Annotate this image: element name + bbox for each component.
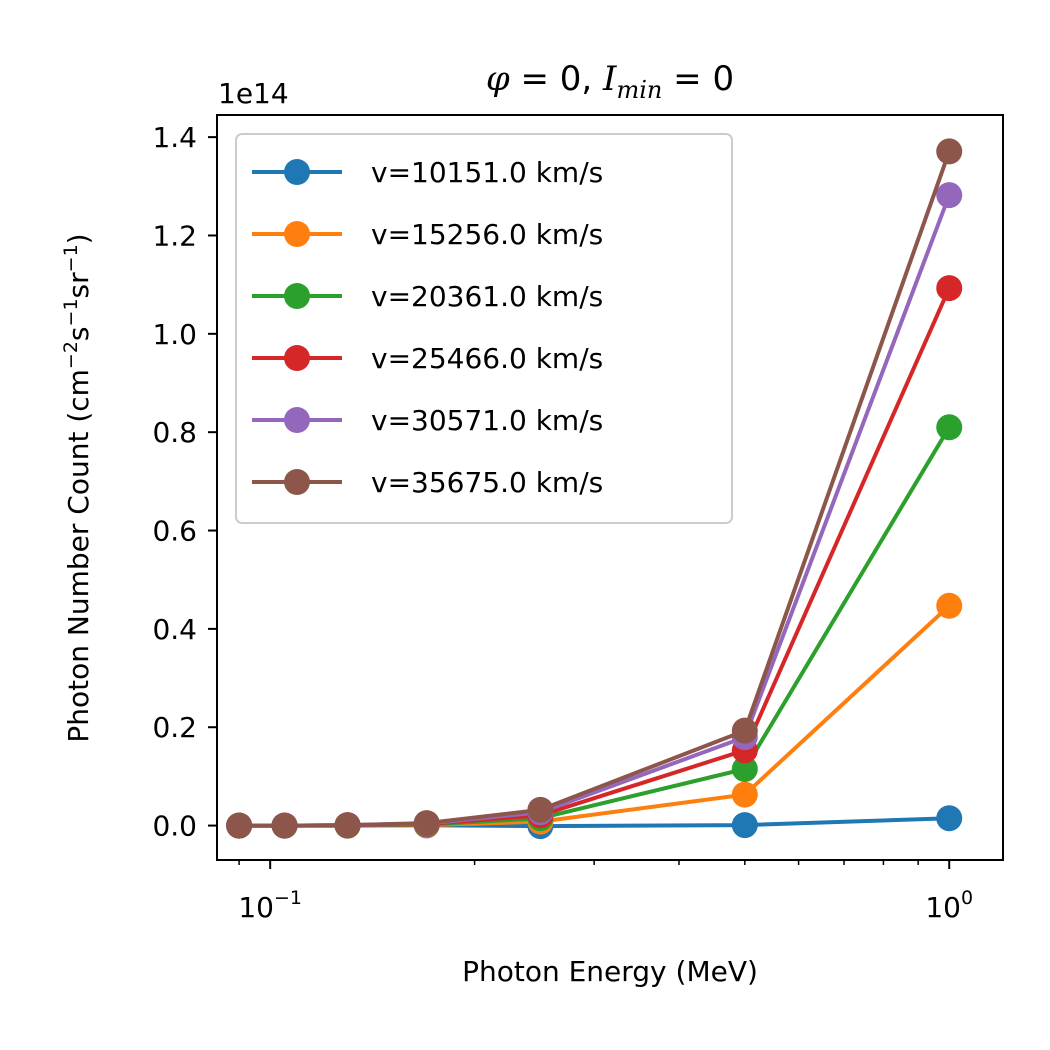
data-point [731,756,758,783]
legend-marker [284,469,310,495]
y-axis-label: Photon Number Count (cm−2s−1sr−1) [60,233,95,742]
data-point [936,138,963,165]
legend-marker [284,221,310,247]
x-axis-label: Photon Energy (MeV) [462,955,758,988]
x-tick-label: 10−1 [238,887,302,924]
series-1 [226,592,963,839]
data-point [271,812,298,839]
y-tick-label: 1.0 [152,318,197,351]
y-tick-label: 0.6 [152,515,197,548]
x-tick-label: 100 [925,887,973,924]
data-point [936,805,963,832]
legend-marker [284,345,310,371]
title-eq2: = 0 [662,59,734,99]
data-point [936,592,963,619]
y-tick-label: 1.4 [152,121,197,154]
ylabel-mid1: s [62,326,95,341]
legend-label: v=35675.0 km/s [371,466,603,499]
series-5 [226,138,963,839]
legend: v=10151.0 km/s v=15256.0 km/s v=20361.0 km… [235,133,733,524]
legend-label: v=10151.0 km/s [371,156,603,189]
y-tick-label: 0.0 [152,810,197,843]
legend-marker [284,283,310,309]
legend-item: v=10151.0 km/s [252,156,603,189]
y-tick-label: 0.2 [152,711,197,744]
data-point [936,414,963,441]
legend-item: v=30571.0 km/s [252,404,603,437]
ylabel-exp2: −1 [60,298,82,326]
chart-title: φ = 0, Imin = 0 [486,59,734,104]
series-layer [226,138,963,840]
data-point [731,812,758,839]
data-point [226,812,253,839]
legend-frame [235,133,733,524]
legend-item: v=20361.0 km/s [252,280,603,313]
title-i: I [602,59,617,99]
y-tick-label: 1.2 [152,219,197,252]
legend-item: v=25466.0 km/s [252,342,603,375]
ylabel-base: Photon Number Count (cm [62,369,95,743]
ylabel-end: ) [62,233,95,244]
y-tick-label: 0.8 [152,416,197,449]
ylabel-mid2: sr [62,272,95,299]
legend-marker [284,407,310,433]
y-tick-label: 0.4 [152,613,197,646]
data-point [413,810,440,837]
legend-label: v=15256.0 km/s [371,218,603,251]
legend-marker [284,159,310,185]
data-point [936,182,963,209]
legend-label: v=30571.0 km/s [371,404,603,437]
title-phi: φ [486,59,510,99]
legend-label: v=20361.0 km/s [371,280,603,313]
data-point [731,781,758,808]
plot-frame [216,114,1004,861]
ylabel-exp1: −2 [60,341,82,369]
data-point [527,796,554,823]
legend-item: v=15256.0 km/s [252,218,603,251]
ylabel-exp3: −1 [60,244,82,272]
title-i-sub: min [616,76,662,104]
legend-label: v=25466.0 km/s [371,342,603,375]
ticks-layer: 0.0 0.2 0.4 0.6 0.8 1.0 1.2 1.4 10−1 100 [152,121,973,924]
data-point [936,275,963,302]
title-eq1: = 0, [510,59,603,99]
data-point [334,812,361,839]
y-offset-label: 1e14 [218,77,289,110]
legend-item: v=35675.0 km/s [252,466,603,499]
data-point [731,717,758,744]
